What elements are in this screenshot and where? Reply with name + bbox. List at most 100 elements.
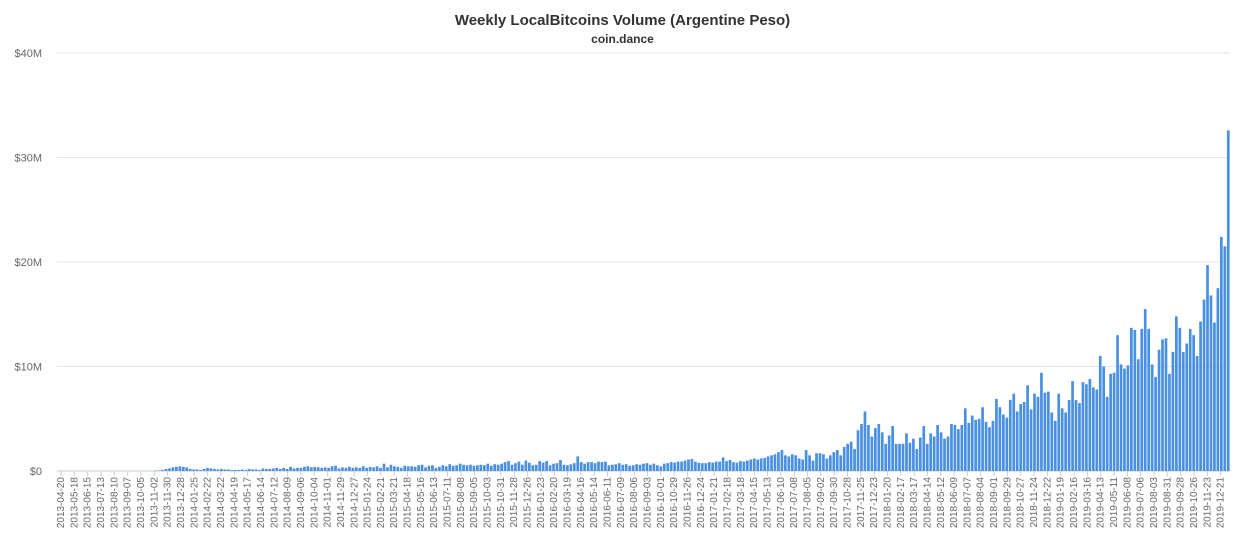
- bar: [673, 462, 676, 471]
- bar: [901, 443, 905, 471]
- x-tick-label: 2015-06-13: [429, 477, 440, 529]
- bar: [707, 462, 711, 471]
- bar: [1226, 130, 1230, 471]
- bar: [175, 466, 178, 471]
- x-tick-label: 2014-04-19: [229, 477, 240, 529]
- bar: [1071, 381, 1074, 471]
- bar: [635, 464, 638, 471]
- bar: [1005, 417, 1009, 471]
- bar: [289, 466, 292, 471]
- bar: [946, 436, 950, 471]
- chart-title: Weekly LocalBitcoins Volume (Argentine P…: [454, 12, 791, 29]
- x-tick-label: 2015-08-08: [456, 477, 467, 529]
- bar: [642, 463, 645, 471]
- bar: [725, 461, 728, 471]
- bar: [884, 443, 888, 471]
- bar: [801, 459, 805, 471]
- bar: [929, 433, 933, 471]
- bar: [576, 456, 580, 471]
- x-tick-label: 2014-09-06: [296, 477, 307, 529]
- bar: [583, 463, 587, 471]
- x-tick-label: 2015-07-11: [443, 477, 454, 528]
- x-tick-label: 2017-12-23: [869, 477, 880, 529]
- x-tick-label: 2016-07-09: [616, 477, 627, 529]
- bar: [264, 468, 268, 471]
- x-tick-label: 2019-06-08: [1122, 477, 1133, 529]
- bar: [268, 468, 272, 471]
- bar: [694, 461, 697, 471]
- bar: [839, 455, 843, 471]
- bar: [389, 464, 393, 471]
- bar: [216, 469, 220, 471]
- bar: [413, 466, 417, 471]
- bar: [614, 464, 618, 471]
- bar: [434, 467, 438, 471]
- x-tick-label: 2017-09-30: [829, 477, 840, 529]
- bar: [1116, 335, 1119, 471]
- bar: [545, 461, 548, 471]
- bar: [299, 467, 303, 471]
- bar: [1133, 329, 1137, 471]
- bar: [690, 458, 694, 471]
- bar: [303, 466, 306, 471]
- bar: [867, 425, 870, 471]
- bar: [655, 465, 659, 471]
- bar: [541, 462, 545, 471]
- bar: [410, 466, 414, 471]
- bar: [611, 464, 614, 471]
- bar: [344, 467, 348, 471]
- bar: [749, 459, 753, 471]
- bar: [628, 465, 632, 471]
- bar: [223, 469, 227, 471]
- y-tick-label: $30M: [14, 153, 42, 165]
- bar: [666, 463, 670, 471]
- bar: [507, 461, 510, 471]
- bar: [552, 463, 555, 471]
- x-tick-label: 2018-10-27: [1016, 477, 1027, 529]
- bar: [1074, 399, 1078, 471]
- x-tick-label: 2013-11-02: [149, 477, 160, 528]
- bar: [496, 464, 500, 471]
- x-tick-label: 2018-01-20: [882, 477, 893, 529]
- x-tick-label: 2017-02-18: [722, 477, 733, 529]
- bar: [1178, 327, 1182, 471]
- x-tick-label: 2018-07-07: [962, 477, 973, 529]
- bar: [1026, 385, 1029, 471]
- bar: [185, 467, 189, 471]
- bar: [296, 467, 299, 471]
- x-tick-label: 2016-08-06: [629, 477, 640, 529]
- x-tick-label: 2016-09-03: [643, 477, 654, 529]
- bar: [1046, 391, 1050, 471]
- bar: [777, 452, 780, 471]
- bar: [213, 468, 216, 471]
- bar: [797, 458, 801, 471]
- bar: [1185, 343, 1189, 471]
- bar: [306, 466, 310, 471]
- x-tick-label: 2013-10-05: [136, 477, 147, 529]
- bar: [1057, 393, 1061, 471]
- bar: [957, 429, 960, 471]
- x-tick-label: 2014-11-29: [336, 477, 347, 528]
- bar: [1223, 246, 1227, 471]
- y-tick-label: $40M: [14, 48, 42, 60]
- bar: [188, 468, 192, 471]
- bar: [943, 438, 946, 471]
- x-tick-label: 2013-08-10: [109, 477, 120, 529]
- bar: [476, 465, 479, 471]
- bar: [932, 436, 936, 471]
- bar: [597, 461, 600, 471]
- x-tick-label: 2019-10-26: [1189, 477, 1200, 529]
- bar: [226, 469, 230, 471]
- bar: [548, 465, 552, 471]
- x-tick-label: 2015-01-24: [363, 477, 374, 529]
- bar: [936, 425, 939, 471]
- bar: [974, 419, 978, 471]
- x-tick-label: 2014-07-12: [269, 477, 280, 529]
- bar: [832, 452, 836, 471]
- x-tick-label: 2016-02-20: [549, 477, 560, 529]
- bar: [967, 422, 971, 471]
- bar: [880, 432, 884, 471]
- bar: [988, 427, 991, 471]
- x-tick-label: 2017-05-13: [762, 477, 773, 529]
